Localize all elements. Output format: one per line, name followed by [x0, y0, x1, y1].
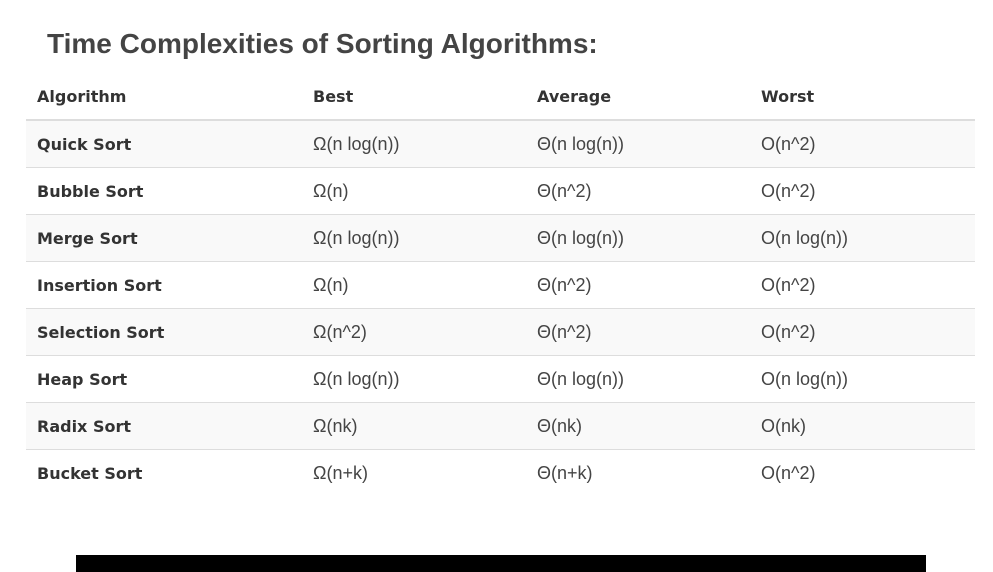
worst-cell: O(nk) — [750, 402, 975, 450]
table-row: Bucket Sort Ω(n+k) Θ(n+k) O(n^2) — [26, 449, 975, 496]
header-best: Best — [302, 74, 526, 121]
worst-cell: O(n log(n)) — [750, 214, 975, 262]
worst-cell: O(n^2) — [750, 167, 975, 215]
complexity-table: Algorithm Best Average Worst Quick Sort … — [26, 74, 975, 496]
worst-cell: O(n^2) — [750, 120, 975, 168]
table-row: Quick Sort Ω(n log(n)) Θ(n log(n)) O(n^2… — [26, 120, 975, 168]
average-cell: Θ(n^2) — [526, 261, 750, 309]
header-worst: Worst — [750, 74, 975, 121]
best-cell: Ω(n log(n)) — [302, 120, 526, 168]
average-cell: Θ(n log(n)) — [526, 120, 750, 168]
worst-cell: O(n^2) — [750, 308, 975, 356]
worst-cell: O(n log(n)) — [750, 355, 975, 403]
header-algorithm: Algorithm — [26, 74, 302, 121]
worst-cell: O(n^2) — [750, 261, 975, 309]
table-row: Selection Sort Ω(n^2) Θ(n^2) O(n^2) — [26, 308, 975, 356]
table-row: Merge Sort Ω(n log(n)) Θ(n log(n)) O(n l… — [26, 214, 975, 262]
page-title: Time Complexities of Sorting Algorithms: — [47, 28, 598, 59]
algorithm-cell: Quick Sort — [26, 120, 302, 168]
table-row: Radix Sort Ω(nk) Θ(nk) O(nk) — [26, 402, 975, 450]
algorithm-cell: Radix Sort — [26, 402, 302, 450]
worst-cell: O(n^2) — [750, 449, 975, 496]
bottom-black-bar — [76, 555, 926, 572]
average-cell: Θ(nk) — [526, 402, 750, 450]
average-cell: Θ(n log(n)) — [526, 214, 750, 262]
algorithm-cell: Bucket Sort — [26, 449, 302, 496]
algorithm-cell: Heap Sort — [26, 355, 302, 403]
best-cell: Ω(nk) — [302, 402, 526, 450]
best-cell: Ω(n log(n)) — [302, 214, 526, 262]
average-cell: Θ(n^2) — [526, 308, 750, 356]
table-row: Insertion Sort Ω(n) Θ(n^2) O(n^2) — [26, 261, 975, 309]
average-cell: Θ(n^2) — [526, 167, 750, 215]
algorithm-cell: Insertion Sort — [26, 261, 302, 309]
algorithm-cell: Bubble Sort — [26, 167, 302, 215]
header-average: Average — [526, 74, 750, 121]
algorithm-cell: Merge Sort — [26, 214, 302, 262]
best-cell: Ω(n) — [302, 167, 526, 215]
algorithm-cell: Selection Sort — [26, 308, 302, 356]
best-cell: Ω(n+k) — [302, 449, 526, 496]
table-header-row: Algorithm Best Average Worst — [26, 74, 975, 121]
best-cell: Ω(n log(n)) — [302, 355, 526, 403]
table-row: Bubble Sort Ω(n) Θ(n^2) O(n^2) — [26, 167, 975, 215]
average-cell: Θ(n+k) — [526, 449, 750, 496]
best-cell: Ω(n^2) — [302, 308, 526, 356]
average-cell: Θ(n log(n)) — [526, 355, 750, 403]
table-row: Heap Sort Ω(n log(n)) Θ(n log(n)) O(n lo… — [26, 355, 975, 403]
best-cell: Ω(n) — [302, 261, 526, 309]
